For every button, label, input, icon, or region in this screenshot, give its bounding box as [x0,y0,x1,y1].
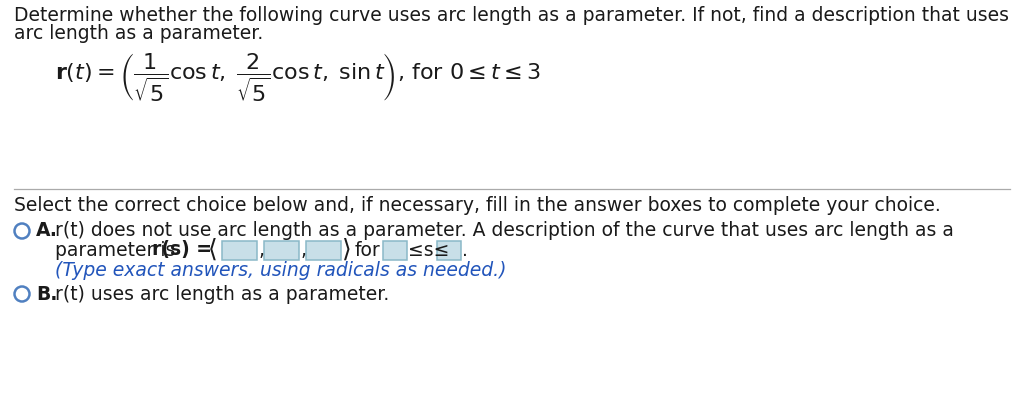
Text: parameter is: parameter is [55,241,181,259]
Text: A.: A. [36,221,58,241]
Text: B.: B. [36,284,57,304]
Text: $\mathbf{r}(t) = \left( \dfrac{1}{\sqrt{5}}\cos t,\; \dfrac{2}{\sqrt{5}}\cos t,\: $\mathbf{r}(t) = \left( \dfrac{1}{\sqrt{… [55,52,541,104]
FancyBboxPatch shape [437,241,461,259]
Text: for: for [355,241,381,259]
Text: (Type exact answers, using radicals as needed.): (Type exact answers, using radicals as n… [55,261,507,280]
Text: r(t) does not use arc length as a parameter. A description of the curve that use: r(t) does not use arc length as a parame… [55,221,954,241]
FancyBboxPatch shape [306,241,341,259]
Text: r(s) =: r(s) = [152,241,218,259]
Text: ⟩: ⟩ [342,238,352,262]
FancyBboxPatch shape [264,241,299,259]
Text: arc length as a parameter.: arc length as a parameter. [14,24,263,43]
Text: ≤s≤: ≤s≤ [408,241,450,259]
Text: Determine whether the following curve uses arc length as a parameter. If not, fi: Determine whether the following curve us… [14,6,1009,25]
Text: ,: , [300,241,306,259]
FancyBboxPatch shape [222,241,257,259]
Text: Select the correct choice below and, if necessary, fill in the answer boxes to c: Select the correct choice below and, if … [14,196,941,215]
FancyBboxPatch shape [383,241,407,259]
Text: ⟨: ⟨ [208,238,218,262]
Text: ,: , [258,241,264,259]
Text: .: . [462,241,468,259]
Text: r(t) uses arc length as a parameter.: r(t) uses arc length as a parameter. [55,284,389,304]
